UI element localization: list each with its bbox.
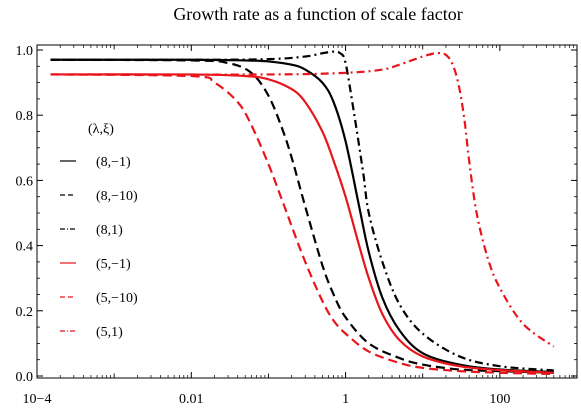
x-tick-label: 10−4 [23,392,52,407]
series-line-1 [50,58,554,374]
series-line-5 [50,51,555,348]
y-tick-label: 0.0 [16,370,34,385]
legend-label-3: (5,−1) [96,257,131,272]
series-line-0 [50,58,554,374]
series-line-2 [50,50,554,372]
legend-label-4: (5,−10) [96,291,138,306]
x-tick-label: 1 [342,392,349,407]
legend-label-0: (8,−1) [96,155,131,170]
legend-label-2: (8,1) [96,223,123,238]
series-line-3 [50,73,554,374]
legend: (λ,ξ) (8,−1) (8,−10) (8,1) (5,−1) (5,−10) (5,… [60,122,138,340]
legend-label-1: (8,−10) [96,189,138,204]
x-tick-label: 0.01 [179,392,204,407]
y-tick-label: 0.6 [16,174,34,189]
plot-frame [36,44,578,379]
series-line-4 [50,73,554,376]
x-tick-label: 100 [489,392,510,407]
chart-title: Growth rate as a function of scale facto… [173,4,462,24]
y-tick-label: 0.8 [16,109,34,124]
y-tick-label: 0.2 [16,305,34,320]
legend-label-5: (5,1) [96,325,123,340]
y-tick-label: 1.0 [16,44,34,59]
legend-title: (λ,ξ) [88,122,114,137]
axes: 0.0 0.2 0.4 0.6 0.8 1.0 10−4 0.01 1 100 [16,44,578,407]
plot-lines [50,50,555,376]
y-tick-label: 0.4 [16,240,34,255]
